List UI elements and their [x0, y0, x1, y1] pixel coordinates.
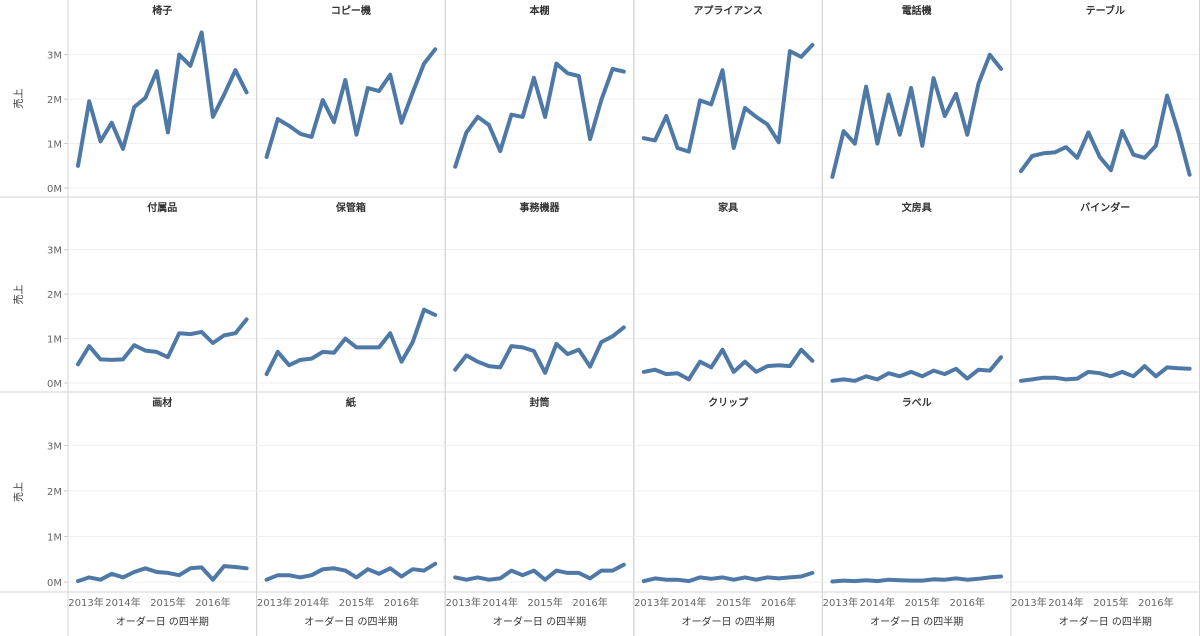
series-line: [264, 307, 438, 377]
panel-title: 家具: [718, 201, 738, 214]
x-tick-label: 2014年: [482, 596, 517, 609]
x-tick-label: 2015年: [716, 596, 751, 609]
series-line: [830, 355, 1003, 383]
x-tick-label: 2013年: [823, 596, 858, 609]
x-tick-label: 2014年: [1048, 596, 1083, 609]
y-axis-title: 売上: [12, 482, 25, 502]
series-line: [1019, 364, 1192, 383]
x-tick-label: 2015年: [339, 596, 374, 609]
x-tick-label: 2016年: [195, 596, 230, 609]
y-tick-label: 3M: [47, 246, 62, 257]
x-tick-label: 2015年: [1093, 596, 1128, 609]
x-tick-label: 2016年: [1138, 596, 1173, 609]
y-axis-title: 売上: [12, 89, 25, 109]
x-tick-label: 2016年: [384, 596, 419, 609]
x-axis-title: オーダー日 の四半期: [870, 615, 963, 628]
panel-title: 本棚: [530, 4, 550, 17]
x-tick-label: 2015年: [150, 596, 185, 609]
series-line: [76, 564, 249, 584]
panel-title: 椅子: [152, 4, 172, 17]
x-tick-label: 2013年: [634, 596, 669, 609]
x-axis-title: オーダー日 の四半期: [493, 615, 586, 628]
panel-title: テーブル: [1086, 4, 1125, 17]
x-tick-label: 2013年: [68, 596, 103, 609]
x-tick-label: 2014年: [860, 596, 895, 609]
series-line: [453, 61, 626, 169]
x-tick-label: 2013年: [1011, 596, 1046, 609]
y-tick-label: 2M: [47, 290, 62, 301]
panel-title: 文房具: [902, 201, 932, 214]
series-line: [641, 42, 815, 154]
series-line: [453, 562, 626, 582]
y-tick-label: 0M: [47, 379, 62, 390]
y-tick-label: 2M: [47, 95, 62, 106]
x-tick-label: 2014年: [105, 596, 140, 609]
panel-title: クリップ: [708, 396, 749, 409]
x-axis-title: オーダー日 の四半期: [682, 615, 775, 628]
x-axis-title: オーダー日 の四半期: [304, 615, 397, 628]
panel-title: ラベル: [902, 397, 932, 409]
y-tick-label: 1M: [47, 532, 62, 543]
panel-title: 封筒: [530, 396, 550, 409]
series-line: [830, 574, 1003, 584]
x-tick-label: 2014年: [671, 596, 706, 609]
x-tick-label: 2016年: [761, 596, 796, 609]
panel-title: 事務機器: [520, 201, 561, 214]
series-line: [76, 30, 249, 168]
y-tick-label: 0M: [47, 578, 62, 589]
panel-title: 保管箱: [335, 201, 366, 214]
panel-title: 電話機: [902, 4, 932, 17]
x-tick-label: 2013年: [445, 596, 480, 609]
y-tick-label: 1M: [47, 140, 62, 151]
x-tick-label: 2013年: [257, 596, 292, 609]
series-line: [264, 47, 438, 159]
panel-title: 紙: [346, 396, 356, 409]
panel-title: コピー機: [331, 4, 371, 17]
x-axis-title: オーダー日 の四半期: [1059, 615, 1152, 628]
x-tick-label: 2016年: [572, 596, 607, 609]
x-tick-label: 2014年: [294, 596, 329, 609]
x-axis-title: オーダー日 の四半期: [116, 615, 209, 628]
series-line: [1019, 93, 1192, 177]
series-line: [76, 317, 249, 367]
x-tick-label: 2015年: [905, 596, 940, 609]
series-line: [264, 561, 438, 582]
panel-title: アプライアンス: [693, 4, 762, 17]
y-tick-label: 2M: [47, 487, 62, 498]
y-tick-label: 1M: [47, 335, 62, 346]
y-tick-label: 3M: [47, 441, 62, 452]
series-line: [641, 570, 815, 584]
series-line: [830, 52, 1003, 179]
panel-title: 付属品: [147, 201, 177, 214]
panel-title: 画材: [152, 396, 172, 409]
y-tick-label: 0M: [47, 184, 62, 195]
series-line: [453, 325, 626, 375]
y-axis-title: 売上: [12, 285, 25, 305]
x-tick-label: 2016年: [950, 596, 985, 609]
series-line: [641, 347, 815, 382]
panel-title: バインダー: [1080, 201, 1130, 214]
x-tick-label: 2015年: [527, 596, 562, 609]
y-tick-label: 3M: [47, 51, 62, 62]
